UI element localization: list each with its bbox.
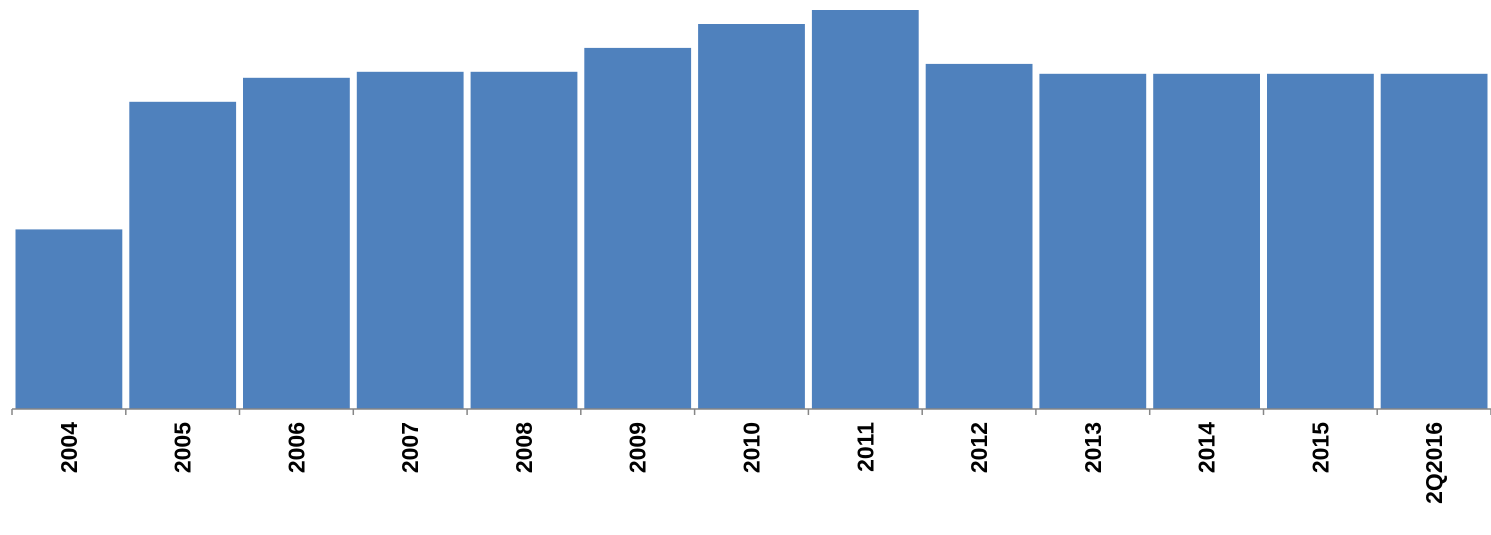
- bar-2012: [925, 63, 1033, 410]
- bars-group: [15, 10, 1488, 410]
- tick-label-2014: 2014: [1194, 422, 1220, 473]
- x-axis-ticks: [11, 409, 1491, 415]
- bar-2007: [356, 71, 464, 410]
- tick-label-2005: 2005: [170, 422, 196, 473]
- bar-2008: [470, 71, 578, 410]
- tick-label-2012: 2012: [966, 422, 992, 473]
- bar-2006: [243, 77, 350, 410]
- x-axis-tick-labels: 2004 2005 2006 2007 2008 2009 2010 2011 2012 2013…: [56, 422, 1447, 504]
- tick-label-2013: 2013: [1080, 422, 1106, 473]
- bar-2015: [1267, 73, 1374, 410]
- bar-2Q2016: [1380, 73, 1488, 410]
- tick-label-2010: 2010: [739, 422, 765, 473]
- tick-label-2006: 2006: [283, 422, 309, 473]
- tick-label-2009: 2009: [625, 422, 651, 473]
- bar-2013: [1039, 73, 1147, 410]
- bar-2011: [811, 10, 919, 409]
- bar-2005: [129, 101, 237, 410]
- tick-label-2007: 2007: [397, 422, 423, 473]
- tick-label-2Q2016: 2Q2016: [1421, 422, 1447, 504]
- bar-2014: [1153, 73, 1260, 410]
- bar-2004: [15, 229, 123, 409]
- bar-2010: [698, 24, 805, 409]
- tick-label-2011: 2011: [852, 422, 878, 472]
- tick-label-2015: 2015: [1307, 422, 1333, 473]
- bar-2009: [584, 47, 692, 410]
- tick-label-2008: 2008: [511, 422, 537, 473]
- tick-label-2004: 2004: [56, 422, 82, 473]
